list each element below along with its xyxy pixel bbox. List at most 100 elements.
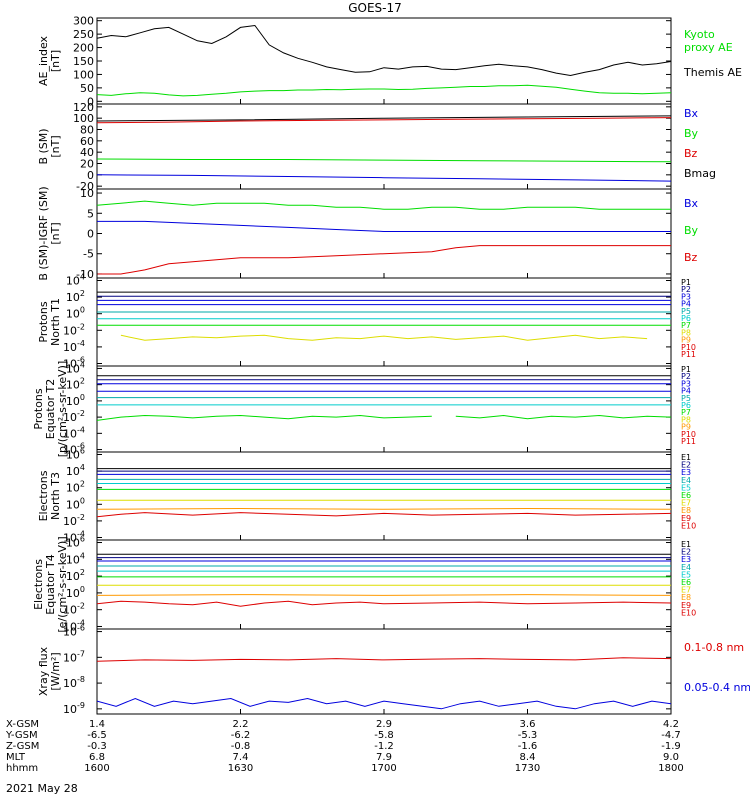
panel-3: 10 5 0 -5 -10 B (SM)-IGRF (SM)[nT] Bx By Bz bbox=[37, 186, 699, 281]
x-axis-value: 3.6 bbox=[520, 719, 536, 730]
y-axis-label: ProtonsEquator T2[p/(cm²-s-sr-keV)] bbox=[32, 361, 69, 458]
series-line-p7b bbox=[455, 414, 671, 420]
legend-entry: P1 bbox=[681, 278, 691, 287]
y-tick-label: 0 bbox=[87, 95, 94, 108]
x-axis-row-label: Y-GSM bbox=[5, 730, 38, 741]
legend-entry: E5 bbox=[681, 483, 691, 492]
legend-entry: P7 bbox=[681, 321, 691, 330]
y-tick-label: 100 bbox=[73, 68, 94, 81]
y-axis-label: ElectronsNorth T3 bbox=[37, 470, 62, 521]
x-axis-value: -4.7 bbox=[661, 730, 681, 741]
y-axis-label: Xray flux[W/m²] bbox=[37, 646, 62, 696]
x-axis-value: -0.8 bbox=[231, 741, 251, 752]
legend-entry: P1 bbox=[681, 365, 691, 374]
legend-entry: P7 bbox=[681, 408, 691, 417]
panel-frame bbox=[96, 539, 672, 630]
panel-frame bbox=[96, 365, 672, 453]
series-line-bmag bbox=[97, 115, 671, 122]
x-axis-value: 1600 bbox=[84, 763, 109, 774]
legend-entry: E1 bbox=[681, 540, 691, 549]
y-tick-label: 60 bbox=[80, 135, 94, 148]
x-axis-value: 1800 bbox=[658, 763, 683, 774]
x-axis-row-label: MLT bbox=[6, 752, 26, 763]
legend-entry: P10 bbox=[681, 430, 696, 439]
series-line-0-05-0-4-nm bbox=[97, 697, 671, 710]
series-line-e9 bbox=[97, 512, 671, 518]
y-tick-label: 100 bbox=[66, 496, 85, 511]
series-line-bz bbox=[97, 117, 671, 124]
y-tick-label: 10-6 bbox=[63, 624, 85, 639]
legend-entry: E1 bbox=[681, 453, 691, 462]
legend-entry: Bx bbox=[684, 197, 699, 210]
legend-entry: E4 bbox=[681, 476, 691, 485]
legend-entry: P2 bbox=[681, 372, 691, 381]
legend-entry: E7 bbox=[681, 499, 691, 508]
legend-entry: E8 bbox=[681, 593, 691, 602]
x-axis-value: 8.4 bbox=[520, 752, 536, 763]
legend-entry: E9 bbox=[681, 601, 691, 610]
legend-entry: P9 bbox=[681, 423, 691, 432]
y-tick-label: 20 bbox=[80, 158, 94, 171]
legend-entry: E3 bbox=[681, 468, 691, 477]
legend-entry: By bbox=[684, 224, 699, 237]
legend-entry: P6 bbox=[681, 314, 691, 323]
legend-entry: E6 bbox=[681, 578, 691, 587]
legend-entry: P10 bbox=[681, 343, 696, 352]
x-axis-value: -1.2 bbox=[374, 741, 394, 752]
y-tick-label: 102 bbox=[66, 480, 85, 495]
y-tick-label: 120 bbox=[73, 101, 94, 114]
series-line-by bbox=[97, 158, 671, 163]
x-axis-value: 7.9 bbox=[376, 752, 392, 763]
y-tick-label: 150 bbox=[73, 55, 94, 68]
legend-entry: P6 bbox=[681, 401, 691, 410]
x-axis-value: -5.8 bbox=[374, 730, 394, 741]
x-axis-value: 2.9 bbox=[376, 719, 392, 730]
x-axis-table: X-GSM 1.4 2.2 2.9 3.6 4.2 Y-GSM -6.5 -6.2 -5.8 -5.… bbox=[5, 99, 684, 774]
y-tick-label: 10-2 bbox=[63, 513, 85, 528]
x-axis-value: 1.4 bbox=[89, 719, 105, 730]
legend-entry: P2 bbox=[681, 285, 691, 294]
series-line-e8 bbox=[97, 594, 671, 596]
legend-entry: P4 bbox=[681, 387, 691, 396]
legend-entry: E10 bbox=[681, 521, 696, 530]
y-tick-label: 50 bbox=[80, 82, 94, 95]
y-tick-label: 100 bbox=[73, 112, 94, 125]
x-axis-value: 9.0 bbox=[663, 752, 679, 763]
x-axis-row-label: hhmm bbox=[6, 763, 38, 774]
legend-entry: P5 bbox=[681, 307, 691, 316]
x-axis-value: -6.5 bbox=[87, 730, 107, 741]
date-label: 2021 May 28 bbox=[6, 782, 78, 795]
legend-entry: E8 bbox=[681, 506, 691, 515]
x-axis-value: -1.9 bbox=[661, 741, 681, 752]
y-tick-label: 80 bbox=[80, 124, 94, 137]
series-line-e8 bbox=[97, 507, 671, 510]
y-tick-label: 300 bbox=[73, 15, 94, 28]
series-line-e9 bbox=[97, 600, 671, 607]
y-tick-label: 10-9 bbox=[63, 701, 85, 716]
y-tick-label: 0 bbox=[87, 228, 94, 241]
x-axis-row-label: Z-GSM bbox=[6, 741, 39, 752]
y-axis-label: B (SM)-IGRF (SM)[nT] bbox=[37, 186, 62, 280]
legend-entry: E2 bbox=[681, 548, 691, 557]
y-tick-label: 106 bbox=[66, 446, 85, 461]
y-tick-label: -10 bbox=[76, 268, 94, 281]
y-axis-label: ElectronsEquator T4[e/(cm²-s-sr-keV)] bbox=[32, 536, 69, 632]
series-line-0-1-0-8-nm bbox=[97, 657, 671, 662]
legend-entry: E5 bbox=[681, 570, 691, 579]
legend-entry: E10 bbox=[681, 608, 696, 617]
y-tick-label: 250 bbox=[73, 28, 94, 41]
y-tick-label: 10-2 bbox=[63, 322, 85, 337]
y-tick-label: 10 bbox=[80, 187, 94, 200]
x-axis-value: 1700 bbox=[371, 763, 396, 774]
x-axis-value: -5.3 bbox=[518, 730, 538, 741]
x-axis-value: 4.2 bbox=[663, 719, 679, 730]
series-line-p7 bbox=[97, 414, 432, 421]
plot-title: GOES-17 bbox=[348, 1, 402, 15]
